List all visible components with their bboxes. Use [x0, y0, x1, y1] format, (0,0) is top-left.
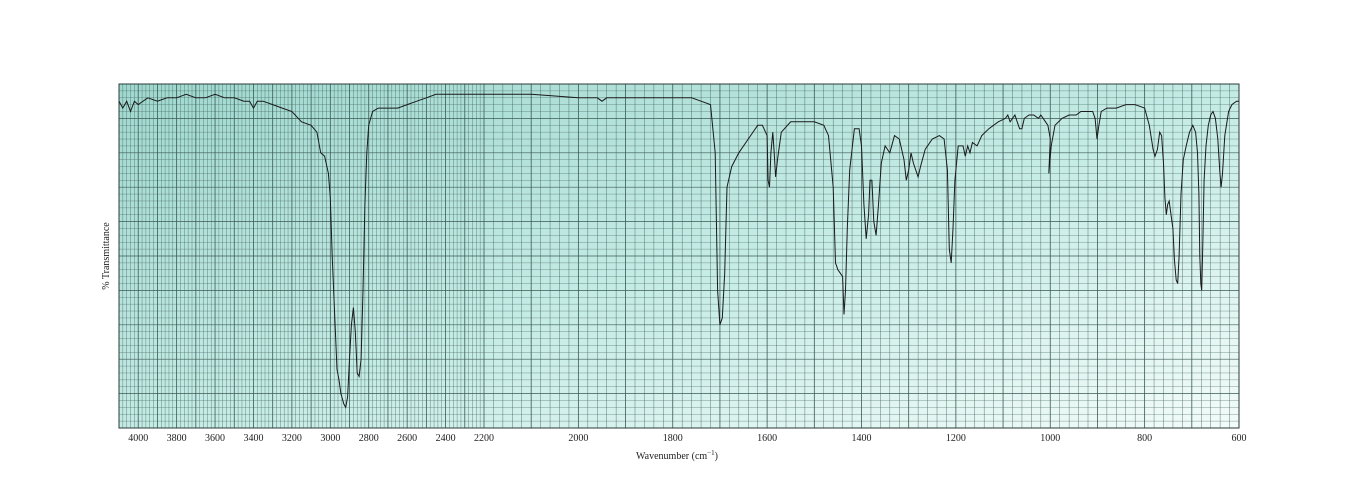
x-tick-label-800: 800: [1137, 433, 1152, 444]
x-tick-label-3600: 3600: [205, 433, 225, 444]
x-tick-label-1600: 1600: [757, 433, 777, 444]
transmittance-trace: [118, 93, 1239, 409]
x-tick-label-1000: 1000: [1040, 433, 1060, 444]
y-axis-label: % Transmittance: [101, 222, 112, 290]
grid-lines: [118, 83, 1240, 429]
x-tick-label-2600: 2600: [397, 433, 417, 444]
x-tick-label-1200: 1200: [946, 433, 966, 444]
x-tick-label-2200: 2200: [474, 433, 494, 444]
x-axis-label: Wavenumber (cm−1): [636, 449, 718, 462]
x-tick-label-600: 600: [1232, 433, 1247, 444]
x-tick-label-3800: 3800: [167, 433, 187, 444]
plot-frame: [118, 83, 1240, 429]
x-tick-label-1800: 1800: [663, 433, 683, 444]
x-tick-label-1400: 1400: [852, 433, 872, 444]
x-axis-ticks: 4000 3800 3600 3400 3200 3000 2800 2600 2400 2200…: [128, 433, 1246, 444]
x-tick-label-2800: 2800: [359, 433, 379, 444]
x-tick-label-4000: 4000: [128, 433, 148, 444]
x-tick-label-2000: 2000: [568, 433, 588, 444]
x-tick-label-2400: 2400: [436, 433, 456, 444]
x-tick-label-3200: 3200: [282, 433, 302, 444]
x-tick-label-3400: 3400: [243, 433, 263, 444]
x-tick-label-3000: 3000: [320, 433, 340, 444]
